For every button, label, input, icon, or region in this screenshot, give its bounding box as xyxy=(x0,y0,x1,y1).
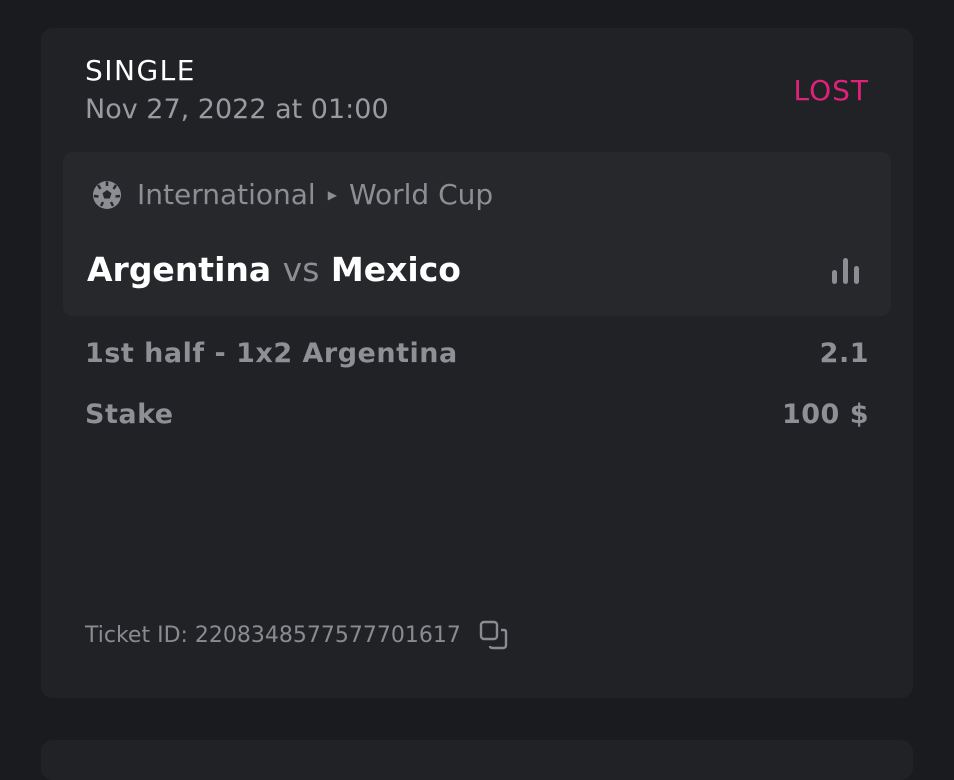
selection-odds: 2.1 xyxy=(819,338,869,369)
soccer-ball-icon xyxy=(93,180,121,209)
next-bet-card xyxy=(41,740,913,780)
ticket-label: Ticket ID: xyxy=(85,622,188,648)
copy-icon[interactable] xyxy=(479,620,509,650)
bet-card: SINGLE Nov 27, 2022 at 01:00 LOST Intern… xyxy=(41,28,913,698)
bet-date: Nov 27, 2022 at 01:00 xyxy=(85,94,389,125)
vs-label: vs xyxy=(282,250,320,289)
selection-row: 1st half - 1x2 Argentina 2.1 xyxy=(85,338,869,369)
match-title: Argentina vs Mexico xyxy=(87,250,461,289)
status-badge: LOST xyxy=(793,74,869,107)
event-box[interactable]: International ▶ World Cup Argentina vs M… xyxy=(63,152,891,316)
stake-value: 100 $ xyxy=(781,399,869,430)
selection-label: 1st half - 1x2 Argentina xyxy=(85,338,458,369)
bet-type: SINGLE xyxy=(85,54,196,87)
stake-row: Stake 100 $ xyxy=(85,399,869,430)
away-team: Mexico xyxy=(330,250,461,289)
home-team: Argentina xyxy=(87,250,272,289)
category-label[interactable]: International xyxy=(137,178,316,211)
stake-label: Stake xyxy=(85,399,174,430)
league-label[interactable]: World Cup xyxy=(348,178,494,211)
breadcrumb: International ▶ World Cup xyxy=(91,178,493,211)
chevron-right-icon: ▶ xyxy=(327,187,337,202)
ticket-number: 2208348577577701617 xyxy=(194,622,461,648)
ticket-id: Ticket ID: 2208348577577701617 xyxy=(85,620,509,650)
bar-chart-icon[interactable] xyxy=(831,258,861,284)
